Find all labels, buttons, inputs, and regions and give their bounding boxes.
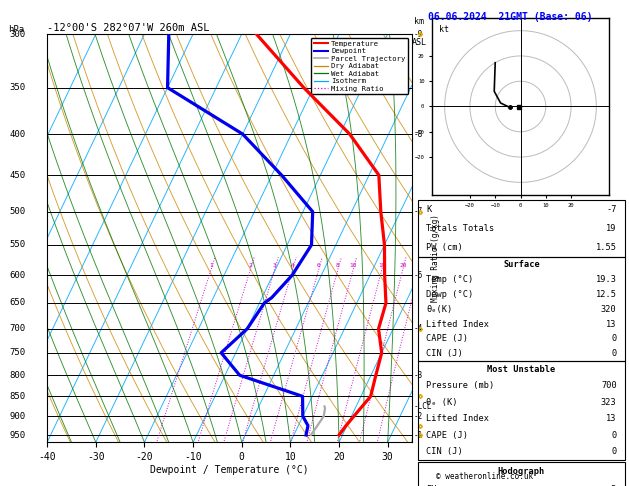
Text: K: K bbox=[426, 205, 431, 214]
Text: 323: 323 bbox=[601, 398, 616, 407]
Text: 700: 700 bbox=[9, 324, 25, 333]
Text: 700: 700 bbox=[601, 382, 616, 390]
Text: θₑ (K): θₑ (K) bbox=[426, 398, 458, 407]
Bar bbox=[418, 361, 625, 460]
X-axis label: Dewpoint / Temperature (°C): Dewpoint / Temperature (°C) bbox=[150, 465, 309, 475]
Text: Dewp (°C): Dewp (°C) bbox=[426, 290, 474, 299]
Text: EH: EH bbox=[426, 485, 437, 486]
Text: 4: 4 bbox=[291, 262, 294, 268]
Text: Lifted Index: Lifted Index bbox=[426, 320, 489, 329]
Text: Pressure (mb): Pressure (mb) bbox=[426, 382, 494, 390]
Text: -1: -1 bbox=[414, 431, 423, 439]
Text: 650: 650 bbox=[9, 298, 25, 308]
Text: 500: 500 bbox=[9, 207, 25, 216]
Text: 2: 2 bbox=[248, 262, 252, 268]
Bar bbox=[418, 257, 625, 361]
Legend: Temperature, Dewpoint, Parcel Trajectory, Dry Adiabat, Wet Adiabat, Isotherm, Mi: Temperature, Dewpoint, Parcel Trajectory… bbox=[311, 37, 408, 94]
Text: Most Unstable: Most Unstable bbox=[487, 365, 555, 374]
Text: 320: 320 bbox=[601, 305, 616, 313]
Text: 450: 450 bbox=[9, 171, 25, 179]
Text: Hodograph: Hodograph bbox=[498, 467, 545, 475]
Text: 0: 0 bbox=[611, 431, 616, 440]
Text: 20: 20 bbox=[399, 262, 406, 268]
Text: 350: 350 bbox=[9, 83, 25, 92]
Text: -4: -4 bbox=[414, 324, 423, 333]
Text: -12°00'S 282°07'W 260m ASL: -12°00'S 282°07'W 260m ASL bbox=[47, 23, 209, 33]
Text: kt: kt bbox=[439, 25, 449, 34]
Text: Surface: Surface bbox=[503, 260, 540, 269]
Text: -9: -9 bbox=[414, 30, 423, 38]
Text: 950: 950 bbox=[9, 431, 25, 439]
Text: -2: -2 bbox=[414, 412, 423, 421]
Text: © weatheronline.co.uk: © weatheronline.co.uk bbox=[436, 472, 533, 481]
Text: 400: 400 bbox=[9, 130, 25, 139]
Text: Temp (°C): Temp (°C) bbox=[426, 275, 474, 284]
Text: 1: 1 bbox=[209, 262, 213, 268]
Text: Totals Totals: Totals Totals bbox=[426, 224, 494, 233]
Text: km: km bbox=[415, 17, 425, 26]
Text: -3: -3 bbox=[414, 371, 423, 380]
Text: 6: 6 bbox=[317, 262, 321, 268]
Text: 850: 850 bbox=[9, 392, 25, 401]
Text: 13: 13 bbox=[606, 320, 616, 329]
Text: 15: 15 bbox=[378, 262, 386, 268]
Text: 0: 0 bbox=[611, 334, 616, 344]
Text: -8: -8 bbox=[414, 130, 423, 139]
Text: 0: 0 bbox=[611, 447, 616, 456]
Text: CAPE (J): CAPE (J) bbox=[426, 431, 468, 440]
Text: 10: 10 bbox=[350, 262, 357, 268]
Text: -7: -7 bbox=[414, 207, 423, 216]
Text: 900: 900 bbox=[9, 412, 25, 421]
Text: 1.55: 1.55 bbox=[596, 243, 616, 252]
Text: -LCL: -LCL bbox=[414, 402, 432, 411]
Text: 550: 550 bbox=[9, 241, 25, 249]
Text: 19: 19 bbox=[606, 224, 616, 233]
Text: 800: 800 bbox=[9, 371, 25, 380]
Text: θₑ(K): θₑ(K) bbox=[426, 305, 452, 313]
Text: 600: 600 bbox=[9, 271, 25, 279]
Text: 19.3: 19.3 bbox=[596, 275, 616, 284]
Text: 06.06.2024  21GMT (Base: 06): 06.06.2024 21GMT (Base: 06) bbox=[428, 12, 593, 22]
Text: hPa: hPa bbox=[8, 25, 25, 34]
Text: 12.5: 12.5 bbox=[596, 290, 616, 299]
Text: 750: 750 bbox=[9, 348, 25, 357]
Text: ASL: ASL bbox=[412, 38, 427, 47]
Text: -3: -3 bbox=[606, 485, 616, 486]
Bar bbox=[418, 200, 625, 257]
Text: CIN (J): CIN (J) bbox=[426, 349, 463, 358]
Text: CIN (J): CIN (J) bbox=[426, 447, 463, 456]
Text: 3: 3 bbox=[273, 262, 277, 268]
Text: 8: 8 bbox=[336, 262, 340, 268]
Text: PW (cm): PW (cm) bbox=[426, 243, 463, 252]
Text: -7: -7 bbox=[606, 205, 616, 214]
Text: 13: 13 bbox=[606, 415, 616, 423]
Text: 0: 0 bbox=[611, 349, 616, 358]
Text: Lifted Index: Lifted Index bbox=[426, 415, 489, 423]
Text: 300: 300 bbox=[9, 30, 25, 38]
Text: Mixing Ratio (g/kg): Mixing Ratio (g/kg) bbox=[431, 215, 440, 302]
Text: -6: -6 bbox=[414, 271, 423, 279]
Text: CAPE (J): CAPE (J) bbox=[426, 334, 468, 344]
